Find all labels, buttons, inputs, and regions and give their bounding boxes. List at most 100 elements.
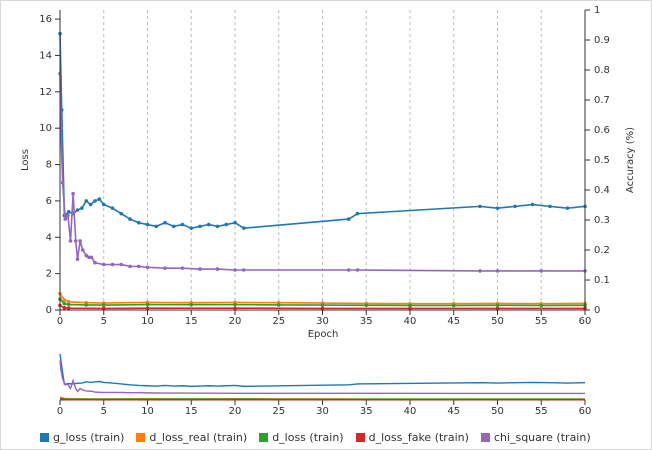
y-tick-label: 16 xyxy=(39,14,52,25)
data-point xyxy=(110,262,115,267)
data-point xyxy=(101,202,106,207)
y-tick-label: 0 xyxy=(46,305,52,316)
data-point xyxy=(84,199,89,203)
x-tick-label: 25 xyxy=(272,316,285,327)
data-point xyxy=(408,306,412,311)
x-tick-label: 35 xyxy=(360,316,373,327)
data-point xyxy=(66,306,71,310)
data-point xyxy=(495,303,500,308)
legend-swatch xyxy=(259,433,269,442)
x-tick-label: 40 xyxy=(404,316,417,327)
data-point xyxy=(71,191,75,196)
data-point xyxy=(198,267,202,271)
y2-tick-label: 0.9 xyxy=(594,35,610,46)
x-tick-label: 50 xyxy=(491,316,504,327)
data-point xyxy=(93,199,97,203)
legend-label: g_loss (train) xyxy=(53,431,125,444)
data-point xyxy=(145,302,150,307)
legend-label: d_loss_fake (train) xyxy=(368,431,469,444)
overview-chart[interactable]: 0 5 10 15 20 25 30 35 40 45 50 55 60 xyxy=(57,353,592,417)
data-point xyxy=(60,180,65,185)
data-point xyxy=(320,303,325,307)
data-point xyxy=(101,303,106,307)
overview-series-line xyxy=(59,353,586,388)
data-point xyxy=(89,255,94,260)
data-point xyxy=(233,306,237,310)
data-point xyxy=(128,264,132,269)
data-point xyxy=(180,266,185,270)
overview-x-tick-label: 5 xyxy=(101,406,107,417)
data-point xyxy=(163,266,167,270)
x-tick-label: 15 xyxy=(185,316,198,327)
axes: 0 5 10 15 20 25 30 35 40 45 50 55 60024681012141600.… xyxy=(39,5,610,327)
series-line xyxy=(59,304,585,310)
y-tick-label: 4 xyxy=(46,232,52,243)
data-point xyxy=(78,239,82,243)
data-point xyxy=(93,260,97,265)
data-point xyxy=(495,206,500,210)
y-tick-label: 12 xyxy=(39,87,52,98)
data-point xyxy=(346,217,351,221)
data-point xyxy=(233,268,237,272)
y-tick-label: 14 xyxy=(39,50,52,61)
legend-item[interactable]: d_loss (train) xyxy=(259,431,344,444)
grid xyxy=(103,10,542,310)
y2-tick-label: 0.5 xyxy=(594,155,610,166)
series-line xyxy=(59,298,586,307)
data-point xyxy=(355,211,360,216)
x-tick-label: 45 xyxy=(447,316,460,327)
x-tick-label: 55 xyxy=(535,316,548,327)
data-point xyxy=(66,300,71,304)
data-point xyxy=(73,239,78,243)
data-point xyxy=(189,226,194,230)
x-tick-label: 60 xyxy=(579,316,592,327)
overview-x-tick-label: 15 xyxy=(185,406,198,417)
data-point xyxy=(198,224,202,229)
overview-x-tick-label: 20 xyxy=(229,406,242,417)
data-point xyxy=(119,211,124,216)
data-point xyxy=(233,302,237,307)
data-point xyxy=(136,220,141,225)
legend-swatch xyxy=(480,433,490,442)
data-point xyxy=(62,306,67,310)
data-point xyxy=(163,220,167,225)
y-tick-label: 2 xyxy=(46,269,52,280)
data-point xyxy=(233,220,237,225)
data-point xyxy=(145,265,150,270)
legend-item[interactable]: d_loss_real (train) xyxy=(136,431,247,444)
data-point xyxy=(145,222,150,227)
data-point xyxy=(180,222,185,227)
data-point xyxy=(84,253,89,258)
legend-item[interactable]: g_loss (train) xyxy=(40,431,124,444)
legend: g_loss (train) d_loss_real (train) d_loss … xyxy=(40,431,591,444)
legend-swatch xyxy=(136,433,146,442)
x-tick-label: 20 xyxy=(229,316,242,327)
legend-label: d_loss_real (train) xyxy=(149,431,248,444)
y-tick-label: 8 xyxy=(46,160,52,171)
legend-item[interactable]: chi_square (train) xyxy=(480,431,591,444)
y2-tick-label: 0.3 xyxy=(594,215,610,226)
legend-label: chi_square (train) xyxy=(493,431,591,444)
data-point xyxy=(539,303,544,308)
overview-x-tick-label: 30 xyxy=(316,406,329,417)
overview-x-tick-label: 0 xyxy=(57,406,63,417)
data-point xyxy=(80,248,85,252)
overview-x-tick-label: 40 xyxy=(404,406,417,417)
y2-tick-label: 0.6 xyxy=(594,125,610,136)
data-point xyxy=(215,224,220,229)
main-chart[interactable]: 0 5 10 15 20 25 30 35 40 45 50 55 60024681012141600.… xyxy=(0,0,652,425)
x-axis-label: Epoch xyxy=(308,329,339,340)
y2-tick-label: 0 xyxy=(594,305,600,316)
data-point xyxy=(408,303,412,308)
legend-swatch xyxy=(40,433,49,442)
data-point xyxy=(136,264,141,269)
legend-item[interactable]: d_loss_fake (train) xyxy=(355,431,469,444)
series-group xyxy=(58,31,587,311)
overview-x-tick-label: 35 xyxy=(360,406,373,417)
y2-tick-label: 0.8 xyxy=(594,65,610,76)
y2-axis-label: Accuracy (%) xyxy=(625,127,636,193)
data-point xyxy=(75,257,80,261)
data-point xyxy=(75,208,80,212)
data-point xyxy=(101,262,106,267)
y-tick-label: 10 xyxy=(39,123,52,134)
